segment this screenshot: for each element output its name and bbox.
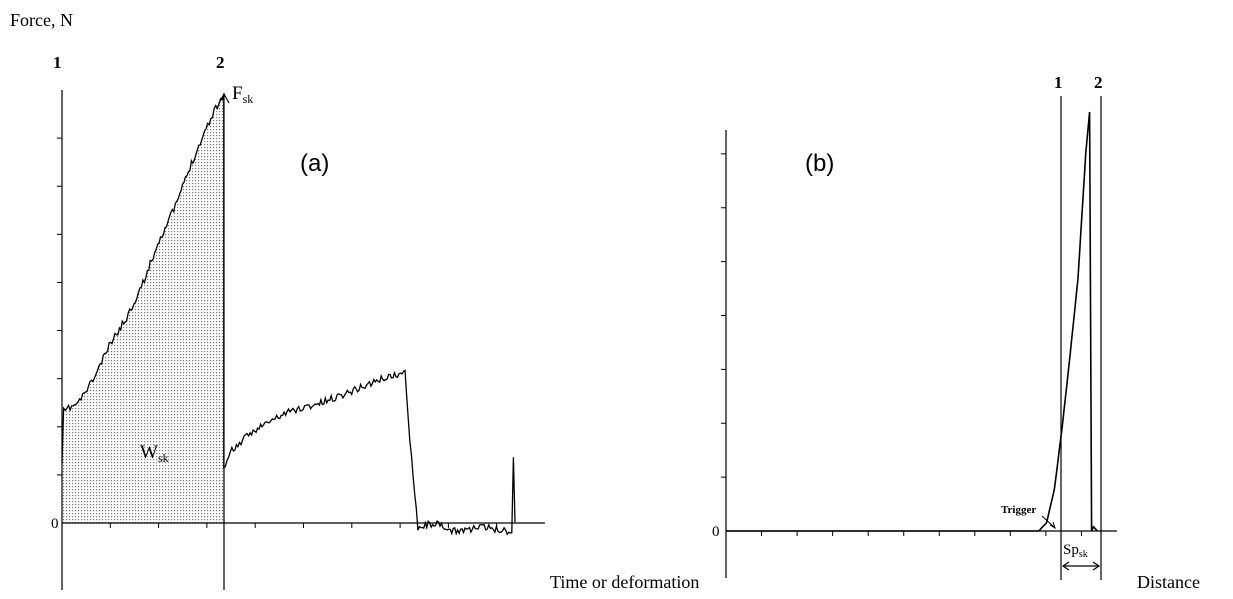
y-axis-label: Force, N bbox=[10, 10, 73, 30]
panel-a-series-line bbox=[61, 93, 516, 536]
panel-b-zero-label: 0 bbox=[712, 524, 720, 540]
panel-a-zero-label: 0 bbox=[51, 516, 59, 532]
panel-a-y-ticks bbox=[57, 137, 62, 476]
panel-b-series-line bbox=[726, 111, 1099, 532]
panel-b-trigger-label: Trigger bbox=[1001, 504, 1036, 516]
panel-b-x-ticks bbox=[761, 531, 1082, 536]
panel-a-title: (a) bbox=[300, 150, 329, 177]
panel-a-marker-2: 2 bbox=[216, 53, 225, 72]
panel-b-y-ticks bbox=[721, 153, 726, 478]
panel-a-area-label: Wsk bbox=[140, 442, 169, 465]
panel-b-span-label: Spsk bbox=[1063, 542, 1088, 560]
panel-b-span-arrowhead-left bbox=[1061, 561, 1070, 571]
panel-a-x-label: Time or deformation bbox=[550, 572, 699, 592]
panel-b-title: (b) bbox=[805, 150, 834, 177]
panel-b-trigger-arrowhead bbox=[1049, 521, 1056, 530]
panel-b-span-arrowhead-right bbox=[1092, 561, 1101, 571]
panel-a-marker-1: 1 bbox=[53, 53, 62, 72]
panel-a: 0 1 2 Fsk (a) Wsk Time or deformation bbox=[51, 53, 699, 592]
panel-b-x-label: Distance bbox=[1137, 572, 1200, 592]
panel-a-peak-arrow bbox=[218, 92, 230, 104]
panel-a-peak-label: Fsk bbox=[232, 83, 253, 106]
panel-b: 0 1 2 (b) Trigger Spsk Distance bbox=[712, 73, 1200, 592]
panel-b-marker-1: 1 bbox=[1054, 73, 1063, 92]
panel-b-trigger-arrow bbox=[1041, 515, 1055, 528]
panel-a-area-fill bbox=[62, 95, 224, 523]
panel-b-marker-2: 2 bbox=[1094, 73, 1103, 92]
